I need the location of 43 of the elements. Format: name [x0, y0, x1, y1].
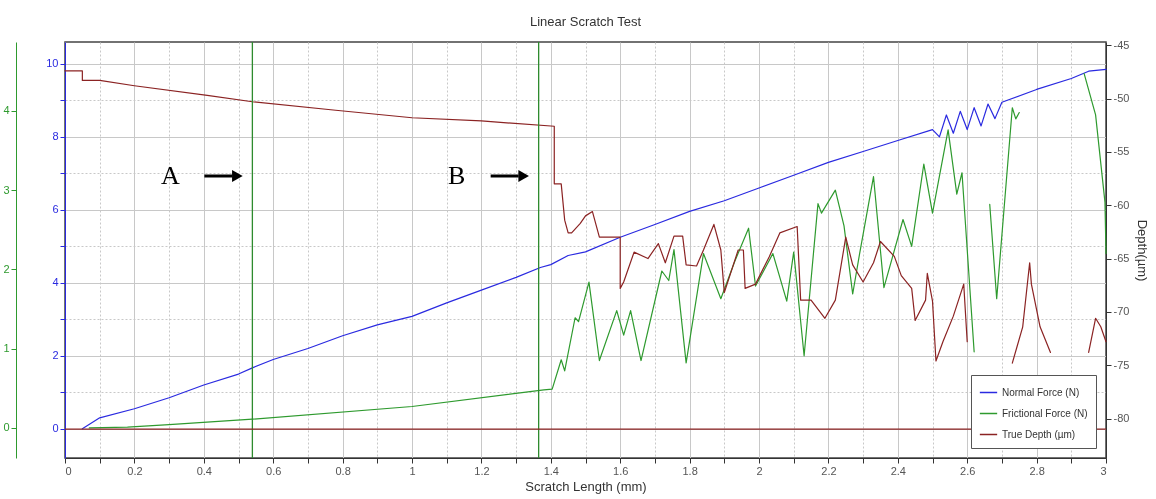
x-tick-label: 2.8: [1029, 464, 1045, 477]
chart-title: Linear Scratch Test: [529, 14, 642, 30]
y2-tick-label: -55: [1113, 145, 1130, 158]
y2-tick-label: -70: [1113, 305, 1130, 318]
legend-label: Normal Force (N): [1002, 386, 1080, 398]
x-tick-label: 0.6: [266, 464, 282, 477]
x-tick-label: 2: [756, 464, 763, 477]
y-tick-label: 0: [52, 422, 59, 435]
x-tick-label: 0.4: [196, 464, 212, 477]
y3-tick-label: 1: [3, 342, 10, 355]
y2-tick-label: -75: [1113, 358, 1130, 371]
y2-tick-label: -65: [1113, 252, 1130, 265]
x-tick-label: 2.6: [960, 464, 976, 477]
y-tick-label: 6: [52, 203, 59, 216]
x-tick-label: 1: [409, 464, 416, 477]
y3-tick-label: 3: [3, 183, 10, 196]
legend-label: True Depth (µm): [1002, 428, 1076, 440]
x-tick-label: 2.4: [890, 464, 906, 477]
y2-tick-label: -45: [1113, 38, 1130, 51]
y-tick-label: 8: [52, 130, 59, 143]
x-tick-label: 1.8: [682, 464, 698, 477]
y-tick-label: 10: [46, 57, 59, 70]
y3-tick-label: 4: [3, 104, 10, 117]
x-tick-label: 0: [65, 464, 72, 477]
legend-label: Frictional Force (N): [1002, 407, 1088, 419]
y-tick-label: 4: [52, 276, 59, 289]
y2-tick-label: -80: [1113, 412, 1130, 425]
y-tick-label: 2: [52, 349, 59, 362]
y3-tick-label: 0: [3, 421, 10, 434]
x-tick-label: 0.2: [127, 464, 143, 477]
annotation: A: [160, 161, 180, 190]
annotation: B: [447, 161, 466, 190]
x-tick-label: 0.8: [335, 464, 351, 477]
x-axis-title: Scratch Length (mm): [525, 478, 647, 494]
y2-tick-label: -50: [1113, 92, 1130, 105]
y3-tick-label: 2: [3, 262, 10, 275]
x-tick-label: 1.2: [474, 464, 490, 477]
y2-axis-title: Depth(µm): [1135, 219, 1151, 282]
y2-tick-label: -60: [1113, 198, 1130, 211]
x-tick-label: 2.2: [821, 464, 837, 477]
x-tick-label: 3: [1100, 464, 1107, 477]
x-tick-label: 1.6: [613, 464, 629, 477]
x-tick-label: 1.4: [543, 464, 559, 477]
